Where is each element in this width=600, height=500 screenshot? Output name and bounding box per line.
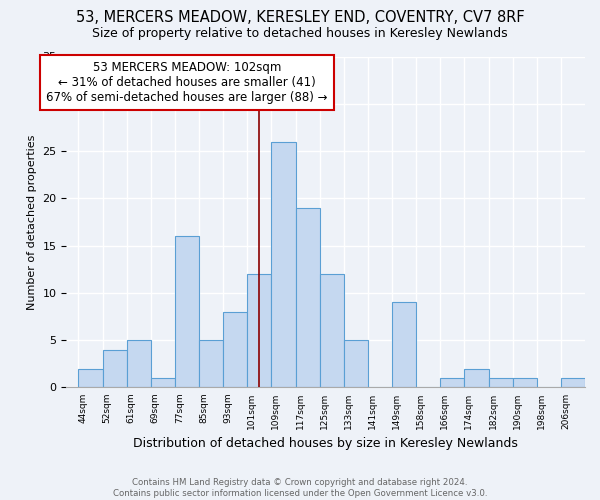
Y-axis label: Number of detached properties: Number of detached properties	[27, 134, 37, 310]
Bar	[344, 340, 368, 388]
Bar	[151, 378, 175, 388]
Bar	[223, 312, 247, 388]
Bar	[103, 350, 127, 388]
Bar	[79, 368, 103, 388]
Text: 53, MERCERS MEADOW, KERESLEY END, COVENTRY, CV7 8RF: 53, MERCERS MEADOW, KERESLEY END, COVENT…	[76, 10, 524, 25]
X-axis label: Distribution of detached houses by size in Keresley Newlands: Distribution of detached houses by size …	[133, 437, 518, 450]
Bar	[512, 378, 537, 388]
Bar	[561, 378, 585, 388]
Bar	[320, 274, 344, 388]
Bar	[464, 368, 488, 388]
Bar	[392, 302, 416, 388]
Bar	[247, 274, 271, 388]
Text: Contains HM Land Registry data © Crown copyright and database right 2024.
Contai: Contains HM Land Registry data © Crown c…	[113, 478, 487, 498]
Bar	[296, 208, 320, 388]
Bar	[175, 236, 199, 388]
Text: Size of property relative to detached houses in Keresley Newlands: Size of property relative to detached ho…	[92, 28, 508, 40]
Text: 53 MERCERS MEADOW: 102sqm
← 31% of detached houses are smaller (41)
67% of semi-: 53 MERCERS MEADOW: 102sqm ← 31% of detac…	[46, 61, 328, 104]
Bar	[488, 378, 512, 388]
Bar	[199, 340, 223, 388]
Bar	[127, 340, 151, 388]
Bar	[271, 142, 296, 388]
Bar	[440, 378, 464, 388]
